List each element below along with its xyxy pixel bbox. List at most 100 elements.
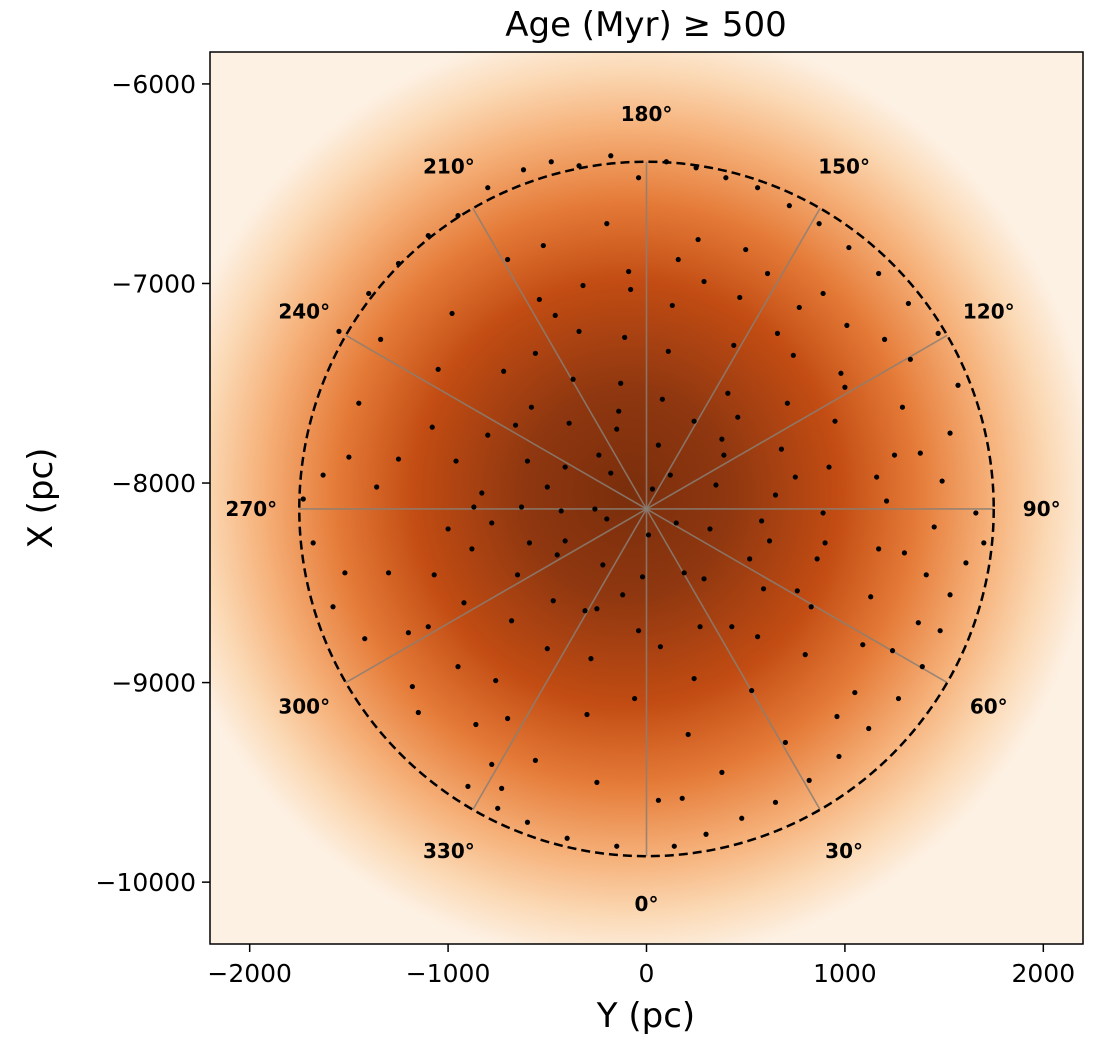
- data-point-188: [792, 474, 798, 480]
- data-point-108: [366, 290, 372, 297]
- data-point-163: [889, 648, 896, 654]
- data-point-23: [505, 715, 511, 722]
- data-point-53: [639, 574, 646, 580]
- y-tick-label: −10000: [96, 868, 196, 897]
- data-point-191: [673, 520, 679, 526]
- data-point-1: [310, 540, 316, 546]
- data-point-118: [663, 159, 669, 165]
- data-point-2: [342, 570, 348, 576]
- data-point-44: [600, 562, 606, 568]
- y-tick-label: −9000: [111, 669, 196, 698]
- x-tick-label: −1000: [406, 959, 491, 988]
- data-point-84: [814, 556, 820, 562]
- data-point-69: [725, 390, 731, 396]
- angle-label-180: 180°: [621, 102, 673, 126]
- data-point-151: [764, 270, 771, 277]
- data-point-129: [495, 805, 501, 811]
- data-point-24: [508, 618, 515, 624]
- data-point-14: [445, 526, 451, 532]
- data-point-110: [425, 232, 431, 239]
- data-point-50: [628, 286, 634, 293]
- data-point-19: [485, 432, 491, 438]
- data-point-132: [614, 843, 620, 849]
- data-point-183: [681, 570, 687, 576]
- data-point-46: [608, 470, 614, 476]
- data-point-12: [429, 424, 435, 430]
- data-point-43: [594, 606, 600, 612]
- y-axis: −10000 −9000 −8000 −7000 −6000: [96, 70, 210, 897]
- data-point-167: [552, 312, 558, 319]
- data-point-158: [594, 779, 600, 785]
- angle-label-300: 300°: [278, 695, 330, 719]
- angle-label-30: 30°: [825, 839, 863, 863]
- data-point-111: [455, 213, 461, 219]
- data-point-102: [947, 430, 953, 436]
- data-point-17: [469, 546, 475, 552]
- data-point-195: [735, 414, 741, 420]
- data-point-145: [378, 336, 384, 342]
- data-point-3: [346, 454, 352, 460]
- data-point-6: [374, 484, 380, 490]
- data-point-94: [883, 498, 890, 504]
- data-point-139: [866, 725, 872, 732]
- data-point-9: [405, 630, 412, 636]
- data-point-35: [558, 508, 564, 514]
- data-point-164: [431, 572, 437, 578]
- data-point-5: [362, 636, 368, 642]
- data-point-78: [778, 446, 785, 452]
- data-point-34: [554, 552, 560, 558]
- data-point-137: [806, 777, 812, 783]
- data-point-166: [501, 368, 507, 374]
- data-point-189: [489, 520, 495, 526]
- data-point-127: [935, 330, 941, 336]
- data-point-40: [580, 282, 586, 289]
- data-point-143: [330, 604, 336, 610]
- data-point-42: [588, 656, 594, 662]
- data-point-52: [635, 628, 642, 634]
- data-point-169: [701, 278, 707, 285]
- data-point-122: [786, 203, 792, 209]
- spoke-120: [646, 334, 948, 510]
- data-point-142: [937, 628, 943, 634]
- data-point-83: [808, 604, 814, 610]
- data-point-114: [548, 159, 554, 165]
- y-tick-label: −8000: [111, 469, 196, 498]
- data-point-107: [336, 328, 342, 334]
- data-point-138: [836, 753, 842, 760]
- data-point-70: [731, 342, 737, 348]
- data-point-100: [931, 524, 937, 530]
- data-point-152: [820, 290, 826, 297]
- data-point-103: [955, 382, 961, 388]
- data-point-31: [540, 242, 546, 249]
- data-point-133: [671, 843, 677, 849]
- data-point-170: [774, 330, 781, 336]
- data-point-105: [973, 510, 979, 516]
- data-point-140: [895, 695, 902, 702]
- data-point-7: [385, 570, 392, 576]
- data-point-58: [665, 348, 671, 354]
- data-point-11: [425, 624, 431, 630]
- data-point-104: [963, 560, 969, 566]
- data-point-190: [592, 506, 598, 512]
- data-point-121: [755, 185, 761, 191]
- data-point-146: [409, 683, 415, 690]
- data-point-154: [917, 450, 923, 456]
- data-point-171: [842, 384, 848, 390]
- data-point-160: [719, 769, 725, 775]
- angle-label-240: 240°: [278, 299, 330, 323]
- data-point-136: [772, 799, 779, 805]
- data-point-26: [518, 504, 525, 510]
- angle-label-330: 330°: [423, 839, 475, 863]
- angle-labels: 0° 30° 60° 90° 120° 150° 180° 210° 240° 270° 300° 3…: [225, 102, 1060, 916]
- y-tick-label: −6000: [111, 70, 196, 99]
- data-point-173: [901, 550, 908, 556]
- data-point-90: [852, 689, 858, 696]
- data-point-71: [737, 294, 743, 301]
- data-point-61: [679, 795, 685, 801]
- data-point-32: [544, 646, 550, 652]
- data-point-155: [947, 592, 953, 598]
- data-point-130: [524, 819, 531, 825]
- x-axis-label: Y (pc): [596, 996, 695, 1036]
- data-point-79: [784, 400, 790, 406]
